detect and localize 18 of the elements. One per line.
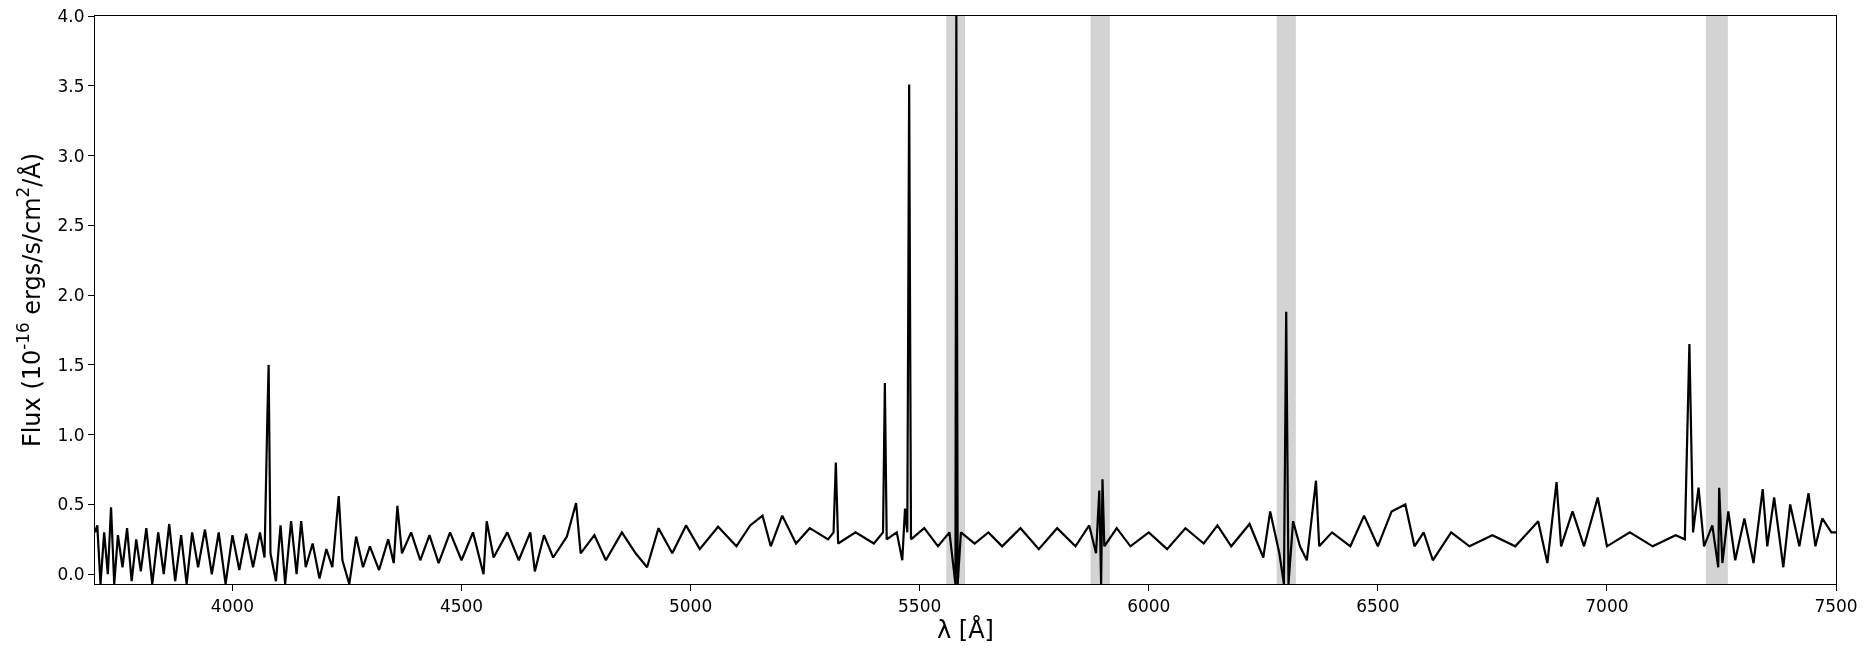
x-tick-label: 5500 bbox=[898, 595, 942, 616]
y-tick-label: 1.0 bbox=[57, 424, 85, 445]
x-axis-title: λ [Å] bbox=[937, 615, 994, 645]
y-tick-label: 1.5 bbox=[57, 354, 85, 375]
y-tick-label: 3.5 bbox=[57, 75, 85, 96]
x-tick-label: 7000 bbox=[1585, 595, 1629, 616]
y-tick-label: 2.0 bbox=[57, 285, 85, 306]
y-tick-label: 2.5 bbox=[57, 215, 85, 236]
y-tick-label: 0.5 bbox=[57, 494, 85, 515]
x-tick-label: 6500 bbox=[1356, 595, 1400, 616]
x-tick-label: 7500 bbox=[1814, 595, 1858, 616]
y-tick-label: 4.0 bbox=[57, 5, 85, 26]
y-tick-label: 3.0 bbox=[57, 145, 85, 166]
x-tick-label: 4500 bbox=[439, 595, 484, 616]
x-tick-label: 6000 bbox=[1127, 595, 1171, 616]
x-tick-label: 5000 bbox=[668, 595, 713, 616]
y-tick-label: 0.0 bbox=[57, 564, 85, 585]
x-tick-label: 4000 bbox=[210, 595, 255, 616]
